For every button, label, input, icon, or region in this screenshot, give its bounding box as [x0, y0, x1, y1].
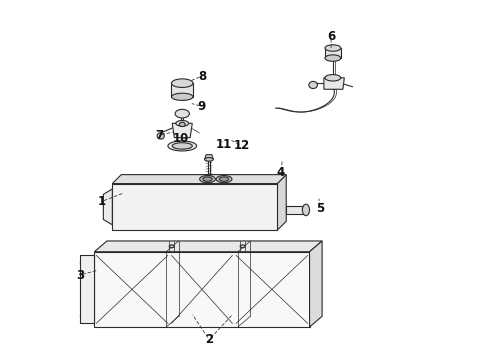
- Ellipse shape: [179, 122, 185, 127]
- Text: 4: 4: [277, 166, 285, 179]
- Ellipse shape: [220, 177, 229, 181]
- Ellipse shape: [172, 143, 192, 149]
- Text: 9: 9: [198, 100, 206, 113]
- Ellipse shape: [325, 45, 341, 51]
- Text: 12: 12: [233, 139, 249, 152]
- Ellipse shape: [169, 245, 174, 248]
- Polygon shape: [205, 155, 213, 159]
- Ellipse shape: [176, 121, 189, 126]
- Ellipse shape: [216, 176, 232, 183]
- Ellipse shape: [325, 55, 341, 61]
- Ellipse shape: [199, 176, 216, 183]
- Ellipse shape: [203, 177, 212, 181]
- Text: 6: 6: [327, 30, 335, 43]
- Text: 3: 3: [76, 269, 84, 282]
- Text: 1: 1: [98, 195, 106, 208]
- Text: 11: 11: [216, 138, 232, 150]
- Polygon shape: [80, 255, 95, 323]
- Ellipse shape: [240, 245, 245, 248]
- Polygon shape: [324, 78, 344, 89]
- Text: 2: 2: [205, 333, 213, 346]
- Polygon shape: [277, 175, 286, 230]
- Ellipse shape: [157, 133, 164, 139]
- Polygon shape: [95, 252, 310, 327]
- Ellipse shape: [302, 204, 310, 216]
- Ellipse shape: [309, 81, 318, 89]
- Polygon shape: [112, 175, 286, 184]
- Polygon shape: [172, 83, 193, 97]
- Polygon shape: [95, 241, 322, 252]
- Text: 8: 8: [198, 69, 206, 82]
- Polygon shape: [172, 123, 192, 138]
- Polygon shape: [286, 206, 306, 214]
- Text: 10: 10: [172, 132, 189, 145]
- Ellipse shape: [205, 158, 213, 161]
- Ellipse shape: [172, 93, 193, 100]
- Ellipse shape: [325, 75, 341, 81]
- Ellipse shape: [172, 79, 193, 87]
- Polygon shape: [325, 48, 341, 58]
- Polygon shape: [310, 241, 322, 327]
- Text: 7: 7: [155, 129, 163, 142]
- Polygon shape: [103, 189, 112, 225]
- Polygon shape: [112, 184, 277, 230]
- Ellipse shape: [168, 141, 196, 151]
- Text: 5: 5: [316, 202, 324, 215]
- Ellipse shape: [175, 109, 190, 118]
